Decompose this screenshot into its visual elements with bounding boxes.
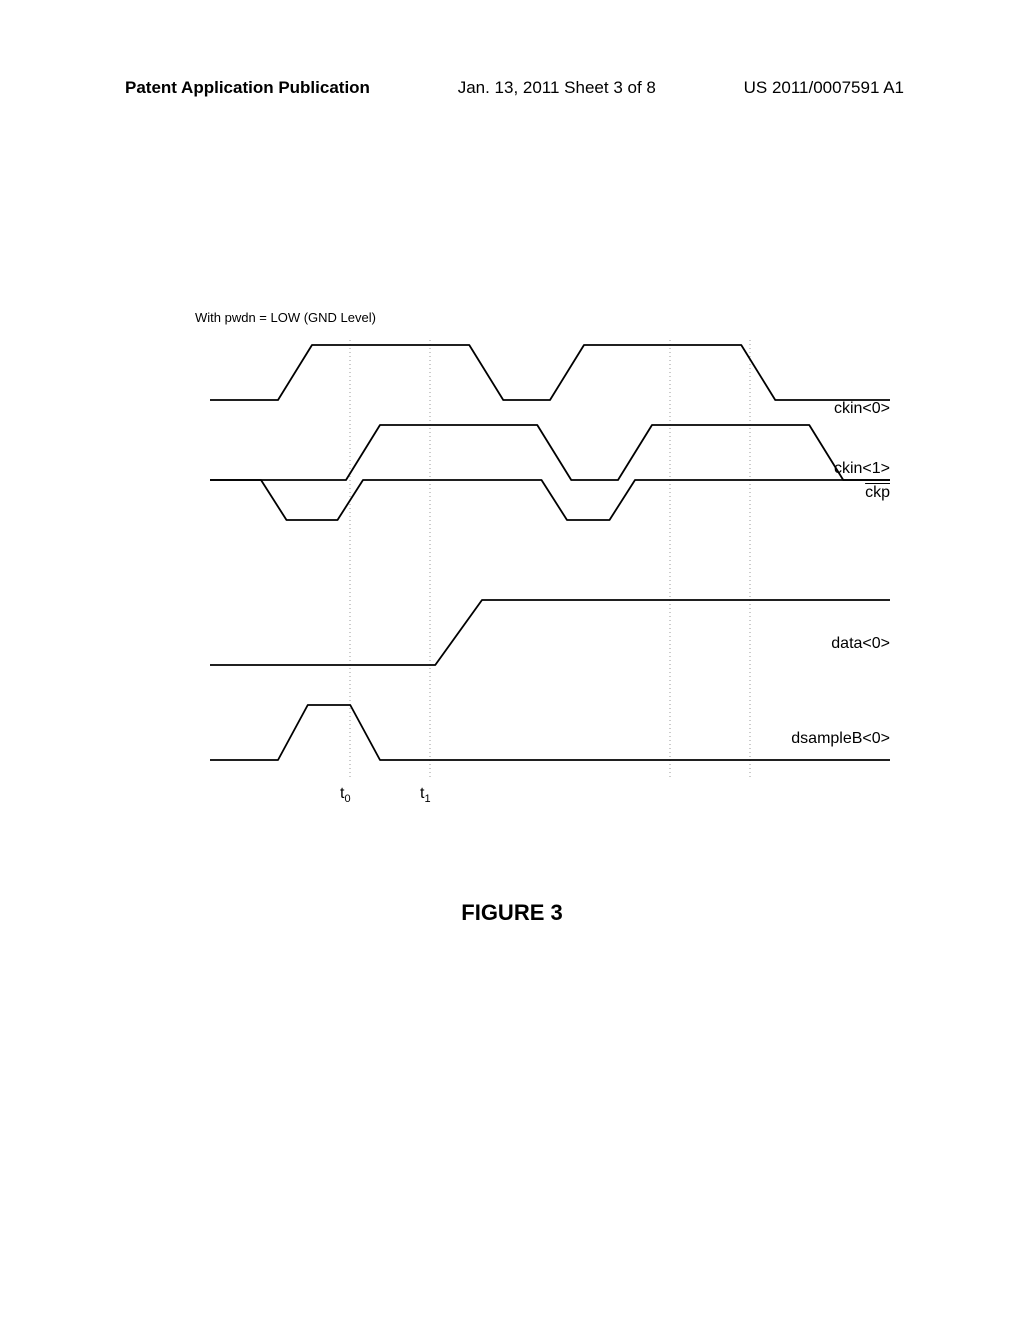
header-right: US 2011/0007591 A1 bbox=[744, 78, 904, 98]
diagram-caption: With pwdn = LOW (GND Level) bbox=[195, 310, 376, 325]
signal-label-dsampleB0: dsampleB<0> bbox=[778, 730, 890, 748]
header-center: Jan. 13, 2011 Sheet 3 of 8 bbox=[458, 78, 656, 98]
time-label-t1: t1 bbox=[420, 785, 431, 805]
signal-label-data0: data<0> bbox=[778, 635, 890, 653]
header-left: Patent Application Publication bbox=[125, 78, 370, 98]
timing-svg bbox=[90, 340, 890, 840]
figure-label: FIGURE 3 bbox=[0, 900, 1024, 926]
timing-diagram: ckin<0> ckin<1> ckp data<0> dsampleB<0> t0 t1 bbox=[90, 340, 890, 840]
signal-label-ckin0: ckin<0> bbox=[778, 400, 890, 418]
page-header: Patent Application Publication Jan. 13, … bbox=[0, 78, 1024, 98]
signal-label-ckin1: ckin<1> bbox=[778, 460, 890, 478]
time-label-t0: t0 bbox=[340, 785, 351, 805]
signal-label-ckp: ckp bbox=[778, 484, 890, 502]
